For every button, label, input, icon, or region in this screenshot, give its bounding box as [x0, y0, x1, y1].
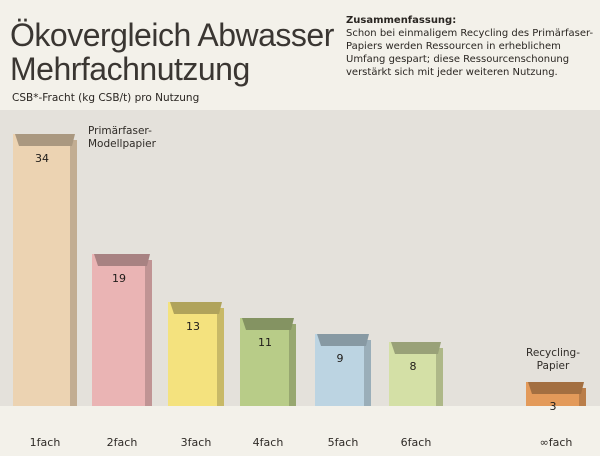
- summary-box: Zusammenfassung: Schon bei einmaligem Re…: [346, 14, 596, 79]
- category-label: 2fach: [107, 436, 138, 449]
- annotation-label: Recycling-: [526, 347, 580, 359]
- chart-backdrop: [0, 110, 600, 456]
- bar-top: [94, 254, 150, 266]
- bar: [13, 134, 70, 406]
- bar-top: [170, 302, 222, 314]
- bar: [92, 254, 145, 406]
- bar-side: [145, 260, 152, 406]
- bar-value-label: 13: [186, 320, 200, 333]
- bar-top: [391, 342, 441, 354]
- bar-side: [217, 308, 224, 406]
- bar-value-label: 3: [550, 400, 557, 413]
- annotation-label: Papier: [537, 360, 570, 372]
- page-title: Ökovergleich Abwasser Mehrfachnutzung: [10, 17, 334, 87]
- bar-side: [364, 340, 371, 406]
- category-label: 5fach: [328, 436, 359, 449]
- bar-chart: 34 1fach 19 2fach 13 3fach 11 4fach 9 5fach 8 6fach…: [0, 110, 600, 456]
- annotation-label: Primärfaser-: [88, 125, 152, 137]
- bar-value-label: 11: [258, 336, 272, 349]
- bar-value-label: 9: [337, 352, 344, 365]
- summary-heading: Zusammenfassung:: [346, 15, 457, 26]
- chart-floor: [0, 406, 600, 456]
- category-label: ∞fach: [540, 436, 573, 449]
- bar-top: [317, 334, 369, 346]
- bar-side: [579, 388, 586, 406]
- bar-side: [289, 324, 296, 406]
- bar-side: [436, 348, 443, 406]
- bar-top: [242, 318, 294, 330]
- category-label: 6fach: [401, 436, 432, 449]
- bar-value-label: 19: [112, 272, 126, 285]
- category-label: 1fach: [30, 436, 61, 449]
- bar: [168, 302, 217, 406]
- category-label: 3fach: [181, 436, 212, 449]
- bar-side: [70, 140, 77, 406]
- bar-value-label: 34: [35, 152, 49, 165]
- annotation-label: Modellpapier: [88, 138, 157, 150]
- summary-text: Schon bei einmaligem Recycling des Primä…: [346, 28, 594, 78]
- chart-subtitle: CSB*-Fracht (kg CSB/t) pro Nutzung: [12, 92, 200, 104]
- category-label: 4fach: [253, 436, 284, 449]
- bar-top: [15, 134, 75, 146]
- bar-top: [528, 382, 584, 394]
- bar-value-label: 8: [410, 360, 417, 373]
- bar: [240, 318, 289, 406]
